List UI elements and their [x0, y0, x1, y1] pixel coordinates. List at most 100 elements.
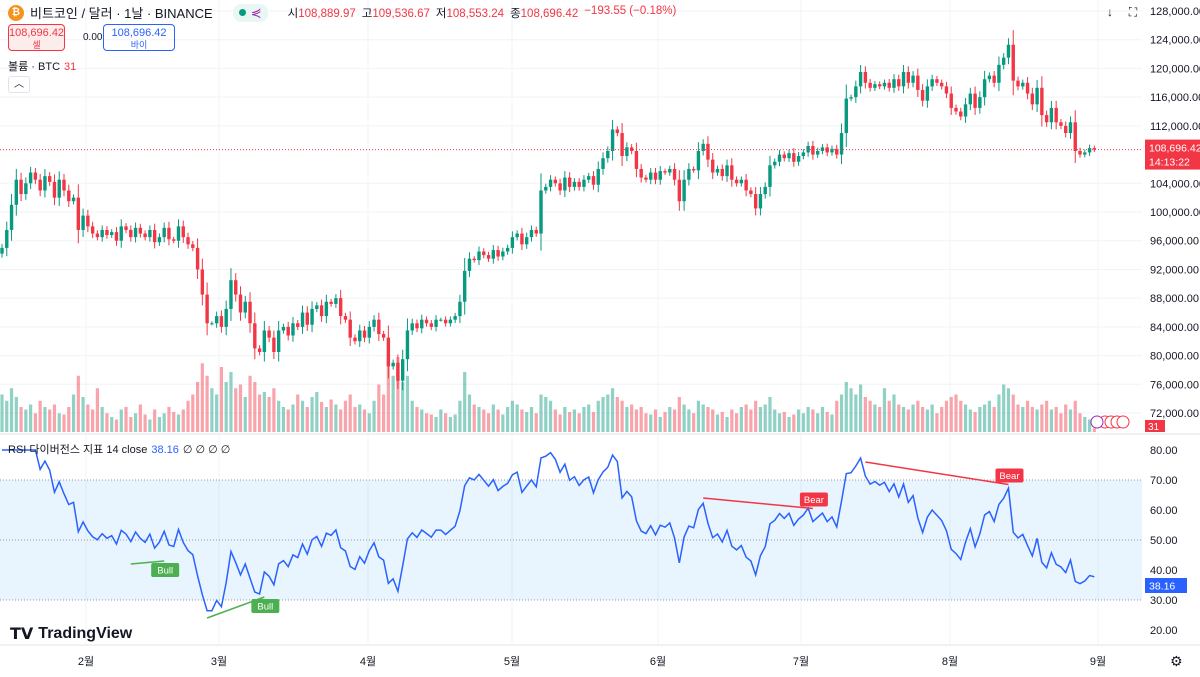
volume-bar — [706, 407, 710, 432]
volume-bar — [658, 417, 662, 432]
close-value: 108,696.42 — [520, 7, 579, 20]
volume-bar — [262, 392, 266, 432]
candle-body — [0, 247, 4, 254]
volume-bar — [749, 409, 753, 432]
candle-body — [343, 316, 348, 320]
volume-bar — [1087, 419, 1092, 432]
volume-bar — [768, 397, 772, 432]
volume-bar — [701, 404, 705, 432]
candle-body — [358, 330, 362, 342]
volume-bar — [439, 409, 443, 432]
x-tick-label: 4월 — [360, 655, 376, 668]
candle-body — [143, 233, 147, 238]
volume-bar — [696, 400, 701, 432]
volume-bar — [859, 384, 863, 432]
rsi-label: RSI 다이버전스 지표 14 close — [8, 444, 148, 456]
candle-body — [963, 104, 968, 117]
rsi-legend[interactable]: RSI 다이버전스 지표 14 close 38.16 ∅ ∅ ∅ ∅ — [8, 441, 230, 457]
volume-bar — [630, 404, 634, 432]
volume-bar — [71, 394, 76, 432]
tradingview-logo[interactable]: 𝗧𝗩 TradingView — [10, 624, 132, 644]
volume-bar — [978, 407, 982, 432]
candle-body — [892, 79, 896, 88]
volume-bar — [9, 388, 14, 432]
volume-bar — [510, 400, 514, 432]
arrow-down-icon[interactable]: ↓ — [1107, 5, 1113, 19]
volume-bar — [820, 407, 825, 432]
candle-body — [572, 181, 577, 187]
divergence-line — [703, 497, 813, 510]
volume-bar — [668, 407, 672, 432]
volume-bar — [1054, 407, 1058, 432]
volume-bar — [973, 412, 977, 432]
candle-body — [658, 171, 662, 180]
volume-bar — [277, 400, 281, 432]
volume-bar — [467, 394, 472, 432]
candle-body — [682, 179, 686, 202]
candle-body — [291, 323, 295, 336]
candle-body — [668, 168, 672, 173]
candle-body — [515, 233, 519, 238]
candle-body — [467, 258, 472, 271]
y-tick-label: 84,000.00 — [1150, 322, 1199, 334]
candle-body — [391, 362, 395, 367]
volume-legend[interactable]: 볼륨 · BTC 31 — [8, 58, 76, 74]
volume-bar — [444, 413, 448, 432]
buy-button[interactable]: 108,696.42 바이 — [103, 24, 175, 51]
collapse-legend-button[interactable]: ︿ — [8, 76, 30, 93]
candle-body — [71, 197, 76, 202]
open-label: 시 — [287, 7, 299, 20]
candle-body — [486, 255, 491, 259]
candle-body — [758, 194, 763, 209]
volume-bar — [687, 409, 691, 432]
volume-bar — [816, 413, 820, 432]
candle-body — [992, 75, 996, 83]
volume-bar — [730, 409, 734, 432]
volume-bar — [921, 407, 925, 432]
volume-bar — [916, 400, 920, 432]
volume-tag — [1145, 420, 1165, 432]
candle-body — [195, 247, 200, 270]
candle-body — [825, 147, 829, 153]
fullscreen-icon[interactable]: ⛶ — [1128, 5, 1138, 19]
candle-body — [210, 323, 214, 325]
candle-body — [162, 227, 166, 238]
candle-body — [801, 152, 806, 157]
candle-body — [501, 251, 505, 257]
volume-bar — [1006, 388, 1011, 432]
volume-bar — [596, 400, 600, 432]
volume-bar — [0, 394, 4, 432]
candle-body — [405, 330, 410, 360]
candle-body — [773, 161, 777, 166]
candle-body — [763, 186, 767, 195]
symbol-title[interactable]: 비트코인 / 달러 · 1날 · BINANCE — [30, 6, 213, 21]
candle-body — [815, 150, 820, 155]
settings-icon[interactable]: ⚙ — [1170, 653, 1183, 669]
divergence-label-box — [799, 492, 828, 507]
market-status[interactable]: ⋞ — [232, 3, 268, 22]
candle-body — [968, 93, 973, 105]
candle-body — [782, 154, 786, 159]
candle-body — [615, 129, 620, 134]
sell-button[interactable]: 108,696.42 셀 — [8, 24, 65, 51]
candle-body — [811, 145, 815, 155]
candle-body — [1083, 152, 1087, 155]
volume-bar — [987, 400, 991, 432]
candle-body — [491, 250, 496, 259]
event-flag-icon — [1116, 415, 1130, 429]
volume-bar — [882, 388, 887, 432]
candle-body — [472, 258, 476, 261]
candle-body — [67, 190, 71, 202]
candle-body — [701, 143, 705, 151]
candle-body — [672, 168, 677, 180]
candle-body — [525, 237, 529, 245]
volume-bar — [300, 400, 305, 432]
candle-body — [787, 153, 791, 159]
volume-bar — [525, 412, 529, 432]
volume-bar — [1083, 417, 1087, 432]
candle-body — [110, 232, 114, 235]
candle-body — [377, 319, 381, 335]
candle-body — [219, 316, 224, 327]
candle-body — [281, 326, 286, 331]
